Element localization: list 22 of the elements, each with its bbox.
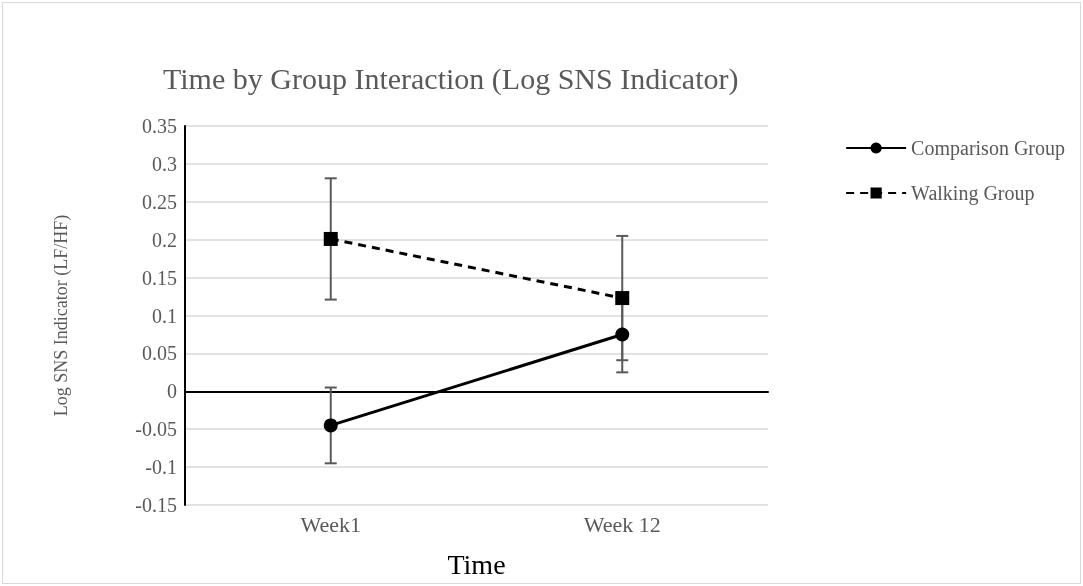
point <box>615 327 630 342</box>
y-tick-label: 0 <box>167 380 177 403</box>
x-tick-label: Week 12 <box>583 511 661 537</box>
y-tick-label: -0.05 <box>135 418 177 441</box>
y-tick-label: 0.2 <box>152 228 177 251</box>
y-tick-label: -0.15 <box>135 494 177 516</box>
y-tick-label: 0.05 <box>142 342 177 365</box>
y-axis-title: Log SNS Indicator (LF/HF) <box>51 214 72 417</box>
y-tick-label: 0.25 <box>142 190 177 213</box>
y-tick-label: 0.3 <box>152 152 177 175</box>
x-axis-title: Time <box>447 548 506 580</box>
y-tick-label: -0.1 <box>145 456 177 479</box>
x-tick-label: Week1 <box>300 511 362 537</box>
point <box>323 231 338 246</box>
y-tick-label: 0.35 <box>142 115 177 137</box>
y-tick-label: 0.15 <box>142 266 177 289</box>
y-tick-label: 0.1 <box>152 304 177 327</box>
point <box>323 418 338 433</box>
point <box>615 291 630 306</box>
legend-label: Comparison Group <box>911 137 1066 160</box>
legend-label: Walking Group <box>911 182 1035 205</box>
chart-title: Time by Group Interaction (Log SNS Indicator) <box>163 61 739 96</box>
